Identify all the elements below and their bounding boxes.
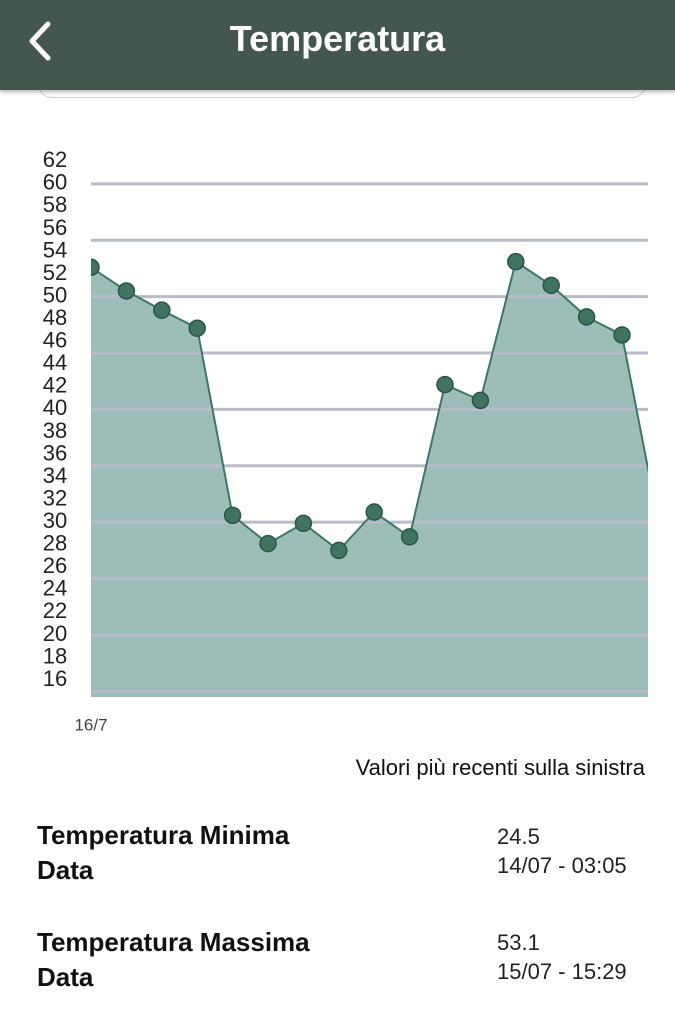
area xyxy=(91,261,648,697)
point xyxy=(330,541,348,560)
y-tick-label: 48 xyxy=(43,305,67,330)
point xyxy=(436,375,454,394)
point xyxy=(188,319,206,337)
y-tick-label: 40 xyxy=(43,395,67,420)
y-tick-label: 44 xyxy=(43,350,67,375)
stat-label: Data xyxy=(37,962,94,992)
stat-value: 14/07 - 03:05 xyxy=(497,853,627,878)
point xyxy=(117,282,136,300)
stat-label: Data xyxy=(37,855,94,885)
y-tick-label: 56 xyxy=(43,215,67,240)
point xyxy=(507,252,525,271)
point xyxy=(400,528,419,546)
stat-label: Temperatura Minima xyxy=(37,820,290,850)
point xyxy=(542,276,560,295)
y-tick-label: 36 xyxy=(43,440,67,465)
y-tick-label: 42 xyxy=(43,373,67,398)
back-button[interactable] xyxy=(24,16,64,66)
y-tick-label: 22 xyxy=(43,598,67,623)
y-tick-label: 50 xyxy=(43,282,67,307)
y-tick-label: 52 xyxy=(43,260,67,285)
y-tick-label: 58 xyxy=(43,192,67,217)
y-tick-label: 30 xyxy=(43,508,67,533)
stat-value: 15/07 - 15:29 xyxy=(497,959,627,984)
y-tick-label: 24 xyxy=(43,576,67,601)
note: Valori più recenti sulla sinistra xyxy=(355,755,645,780)
y-tick-label: 62 xyxy=(43,147,67,172)
y-tick-label: 18 xyxy=(43,643,67,668)
chart: 1618202224262830323436384042444648505254… xyxy=(43,147,665,734)
title: Temperatura xyxy=(229,18,446,59)
point xyxy=(613,326,631,344)
point xyxy=(259,534,277,553)
point xyxy=(471,391,490,410)
stat-value: 53.1 xyxy=(497,930,540,955)
y-tick-label: 26 xyxy=(43,553,67,578)
point xyxy=(223,506,242,525)
y-tick-label: 38 xyxy=(43,418,67,443)
app-bar: Temperatura xyxy=(0,0,675,90)
point xyxy=(577,308,596,326)
y-tick-label: 28 xyxy=(43,531,67,556)
x-tick-label: 16/7 xyxy=(74,715,107,734)
point xyxy=(649,509,665,525)
y-tick-label: 32 xyxy=(43,485,67,510)
y-tick-label: 20 xyxy=(43,621,67,646)
point xyxy=(365,503,383,521)
y-tick-label: 54 xyxy=(43,237,67,262)
y-tick-label: 16 xyxy=(43,666,67,691)
point xyxy=(153,301,171,319)
point xyxy=(294,514,313,533)
y-tick-label: 60 xyxy=(43,170,67,195)
stat-label: Temperatura Massima xyxy=(37,927,310,957)
y-tick-label: 34 xyxy=(43,463,67,488)
point xyxy=(91,258,100,277)
stat-value: 24.5 xyxy=(497,824,540,849)
y-tick-label: 46 xyxy=(43,328,67,353)
